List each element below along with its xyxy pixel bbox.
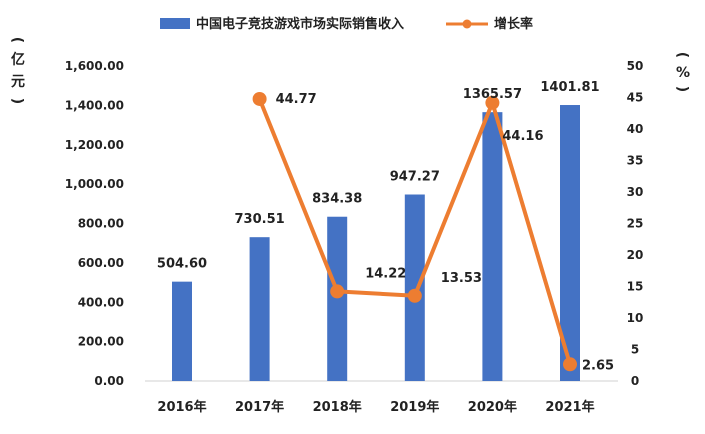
data-labels: 504.60 730.51 834.38 947.27 1365.57 1401.81 44… <box>157 80 614 373</box>
y-axis-right: 0 5 10 15 20 25 30 35 40 45 50 <box>627 59 644 388</box>
bar <box>404 194 425 381</box>
x-tick-label: 2016年 <box>157 399 206 415</box>
y-right-tick-label: 5 <box>631 343 639 357</box>
y-left-title-char: 亿 <box>11 51 25 68</box>
y-right-tick-label: 0 <box>631 374 639 388</box>
legend-bar-swatch <box>160 18 190 29</box>
x-tick-label: 2019年 <box>390 399 439 415</box>
y-right-tick-label: 45 <box>627 91 644 105</box>
legend-line-label: 增长率 <box>494 16 533 32</box>
x-tick-label: 2021年 <box>545 399 594 415</box>
x-axis: 2016年 2017年 2018年 2019年 2020年 2021年 <box>157 399 594 415</box>
bar-value-label: 730.51 <box>235 212 285 227</box>
y-left-tick-label: 1,200.00 <box>65 138 124 152</box>
growth-point <box>563 357 577 372</box>
y-left-tick-label: 1,000.00 <box>65 177 124 191</box>
growth-point <box>252 91 267 106</box>
y-left-tick-label: 1,600.00 <box>65 59 124 73</box>
y-left-title-char: 元 <box>11 74 25 90</box>
y-right-tick-label: 50 <box>627 59 644 73</box>
y-left-tick-label: 600.00 <box>78 256 124 270</box>
growth-value-label: 13.53 <box>441 271 482 286</box>
growth-point <box>485 95 500 110</box>
legend-line-marker <box>462 19 472 29</box>
y-right-title-char: % <box>676 65 690 81</box>
y-axis-left-title: ( 亿元) <box>9 37 25 104</box>
y-right-title-char: ) <box>674 86 690 92</box>
y-left-tick-label: 400.00 <box>78 295 124 309</box>
x-tick-label: 2017年 <box>235 399 284 415</box>
y-left-tick-label: 200.00 <box>78 335 124 349</box>
y-right-tick-label: 35 <box>627 154 644 168</box>
y-right-tick-label: 10 <box>627 311 644 325</box>
bar-value-label: 1401.81 <box>540 80 599 95</box>
y-axis-left: 0.00 200.00 400.00 600.00 800.00 1,000.00 1,20… <box>65 59 124 388</box>
legend: 中国电子竞技游戏市场实际销售收入 增长率 <box>160 16 533 32</box>
y-right-tick-label: 15 <box>627 280 644 294</box>
y-left-tick-label: 1,400.00 <box>65 98 124 112</box>
y-left-title-char: ) <box>9 98 25 104</box>
y-left-title-char: ( <box>9 37 25 43</box>
line-series <box>252 91 577 372</box>
growth-value-label: 44.77 <box>276 92 317 107</box>
growth-value-label: 14.22 <box>365 266 406 281</box>
y-right-tick-label: 25 <box>627 217 644 231</box>
y-left-tick-label: 0.00 <box>94 374 124 388</box>
y-right-tick-label: 30 <box>627 185 644 199</box>
growth-point <box>330 284 345 299</box>
bar <box>249 237 270 381</box>
y-left-tick-label: 800.00 <box>78 217 124 231</box>
legend-bar-label: 中国电子竞技游戏市场实际销售收入 <box>196 16 404 32</box>
bar-value-label: 834.38 <box>312 192 362 207</box>
bar <box>560 105 580 382</box>
bar-series <box>172 105 580 382</box>
bar-value-label: 504.60 <box>157 257 207 272</box>
bar <box>482 112 503 381</box>
x-tick-label: 2018年 <box>313 399 362 415</box>
bar <box>172 281 192 381</box>
growth-value-label: 44.16 <box>502 129 543 144</box>
bar-value-label: 947.27 <box>390 170 440 185</box>
bar-value-label: 1365.57 <box>463 87 522 102</box>
y-right-title-char: ( <box>674 52 690 58</box>
growth-value-label: 2.65 <box>582 358 614 373</box>
growth-point <box>407 288 422 303</box>
y-axis-right-title: (%) <box>674 52 690 92</box>
bar <box>327 216 348 381</box>
x-tick-label: 2020年 <box>468 399 517 415</box>
y-right-tick-label: 20 <box>627 248 644 262</box>
y-right-tick-label: 40 <box>627 122 644 136</box>
